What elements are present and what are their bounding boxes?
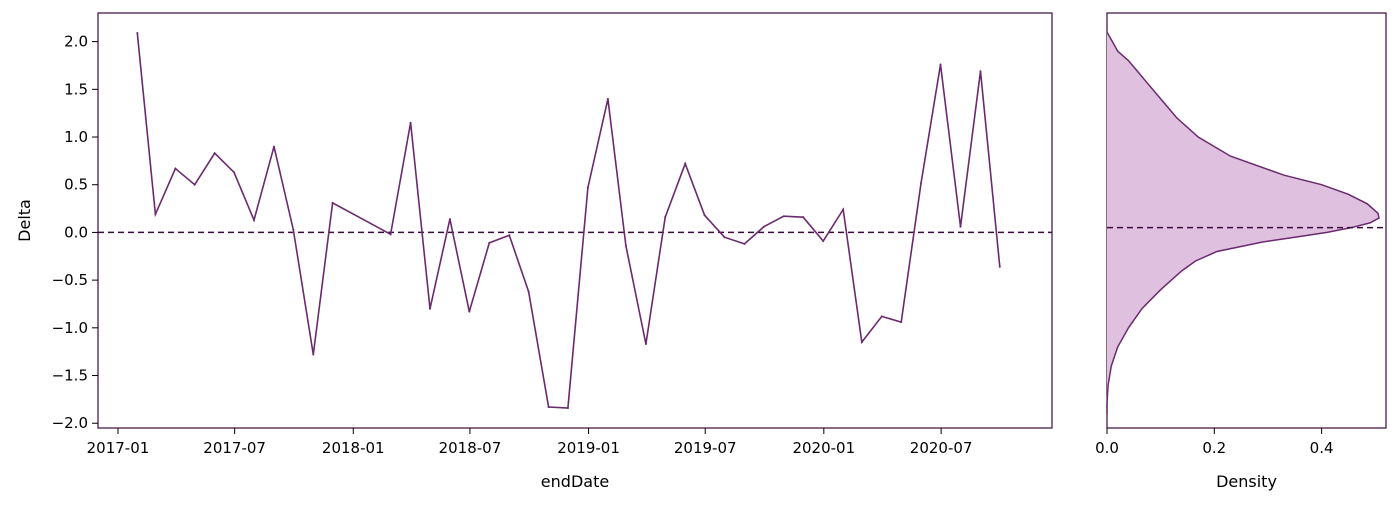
delta-point — [762, 225, 765, 228]
delta-point — [959, 225, 962, 228]
delta-point — [703, 214, 706, 217]
delta-point — [998, 265, 1001, 268]
delta-point — [586, 186, 589, 189]
main-y-axis-label: Delta — [15, 199, 34, 242]
delta-series-line — [136, 32, 1001, 409]
delta-point — [782, 215, 785, 218]
delta-point — [154, 213, 157, 216]
delta-point — [939, 63, 942, 66]
main-x-tick-label: 2020-07 — [910, 439, 973, 457]
density-chart: 0.0 0.2 0.4 Density — [1095, 12, 1387, 491]
density-x-axis-label: Density — [1216, 472, 1277, 491]
main-y-tick-label: −0.5 — [52, 271, 88, 289]
main-y-tick-label: 0.5 — [64, 176, 88, 194]
delta-point — [428, 307, 431, 310]
delta-point — [547, 406, 550, 409]
delta-point — [292, 228, 295, 231]
delta-point — [802, 216, 805, 219]
delta-point — [389, 233, 392, 236]
density-fill — [1107, 32, 1379, 414]
delta-point — [566, 406, 569, 409]
delta-point — [920, 181, 923, 184]
delta-point — [842, 208, 845, 211]
density-x-axis: 0.0 0.2 0.4 — [1095, 428, 1334, 457]
main-x-tick-label: 2018-01 — [322, 439, 385, 457]
main-plot-frame — [97, 12, 1053, 429]
delta-point — [312, 353, 315, 356]
main-y-tick-label: −1.5 — [52, 367, 88, 385]
delta-point — [488, 241, 491, 244]
density-series-layer — [1106, 31, 1380, 414]
delta-point — [233, 171, 236, 174]
delta-point — [860, 341, 863, 344]
delta-point — [193, 183, 196, 186]
main-x-axis-label: endDate — [541, 472, 609, 491]
delta-point — [448, 218, 451, 221]
density-x-tick-label: 0.4 — [1310, 439, 1334, 457]
main-y-tick-label: 2.0 — [64, 33, 88, 51]
main-y-tick-label: 1.0 — [64, 128, 88, 146]
delta-point — [644, 343, 647, 346]
delta-point — [468, 310, 471, 313]
main-x-tick-label: 2019-07 — [674, 439, 737, 457]
delta-series-layer — [136, 32, 1001, 409]
delta-point — [743, 242, 746, 245]
delta-point — [252, 219, 255, 222]
delta-point — [979, 70, 982, 73]
delta-point — [409, 121, 412, 124]
delta-point — [606, 97, 609, 100]
main-x-tick-label: 2020-01 — [792, 439, 855, 457]
main-x-tick-label: 2017-01 — [87, 439, 150, 457]
delta-point — [213, 152, 216, 155]
density-curve — [1106, 31, 1380, 414]
main-x-axis: 2017-01 2017-07 2018-01 2018-07 2019-01 2019-… — [87, 428, 973, 457]
delta-point — [174, 167, 177, 170]
main-x-tick-label: 2018-07 — [439, 439, 502, 457]
main-x-tick-label: 2017-07 — [203, 439, 266, 457]
main-x-tick-label: 2019-01 — [557, 439, 620, 457]
delta-point — [880, 315, 883, 318]
delta-point — [331, 201, 334, 204]
delta-point — [136, 32, 139, 35]
delta-point — [900, 321, 903, 324]
density-x-tick-label: 0.0 — [1095, 439, 1119, 457]
delta-point — [508, 234, 511, 237]
delta-point — [723, 236, 726, 239]
main-y-axis: 2.0 1.5 1.0 0.5 0.0 −0.5 −1.0 −1.5 −2.0 — [52, 33, 98, 432]
main-y-tick-label: 1.5 — [64, 80, 88, 98]
delta-point — [624, 244, 627, 247]
delta-point — [664, 216, 667, 219]
main-y-tick-label: −2.0 — [52, 414, 88, 432]
delta-line-chart: 2.01.51.00.50.0−0.5−1.0−1.5−2.0 2017-01 2… — [15, 12, 1053, 491]
delta-point — [822, 240, 825, 243]
delta-point — [527, 290, 530, 293]
density-x-tick-label: 0.2 — [1202, 439, 1226, 457]
delta-point — [684, 162, 687, 165]
main-y-tick-label: −1.0 — [52, 319, 88, 337]
delta-point — [272, 145, 275, 148]
main-y-tick-label: 0.0 — [64, 223, 88, 241]
